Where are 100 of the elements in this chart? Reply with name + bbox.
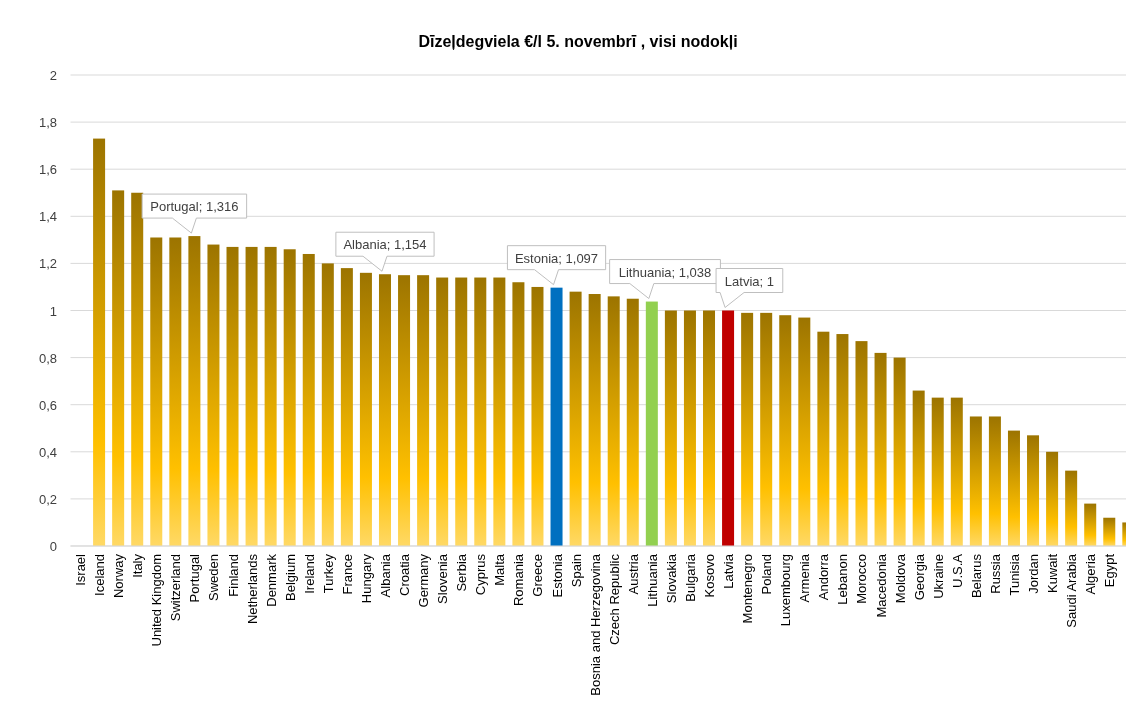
x-tick-label: Algeria <box>1083 553 1099 595</box>
bar <box>760 312 773 546</box>
bar <box>1065 470 1078 546</box>
bar <box>226 246 239 546</box>
annotation: Latvia; 1 <box>724 273 774 289</box>
y-tick-label: 2 <box>49 68 57 83</box>
x-tick-label: Kosovo <box>702 554 718 598</box>
x-tick-label: Austria <box>625 553 641 595</box>
x-tick-label: Cyprus <box>473 553 489 596</box>
bar <box>703 310 716 546</box>
x-tick-label: Tunisia <box>1006 553 1022 596</box>
bar <box>131 192 144 546</box>
x-tick-label: Moldova <box>892 553 908 604</box>
annotation: Estonia; 1,097 <box>514 250 599 266</box>
bar <box>1027 435 1040 546</box>
bar <box>359 272 372 546</box>
x-tick-label: France <box>339 554 355 595</box>
x-tick-label: Poland <box>759 554 775 595</box>
x-tick-label: Turkey <box>320 553 336 594</box>
bar <box>836 334 849 546</box>
bar <box>245 246 258 546</box>
bar <box>512 282 525 546</box>
bar <box>302 253 315 546</box>
x-tick-label: Slovakia <box>663 553 679 604</box>
x-tick-label: Romania <box>511 553 527 607</box>
bar <box>664 310 677 546</box>
bar <box>645 301 658 546</box>
x-tick-label: Sweden <box>206 554 222 601</box>
x-tick-label: Kuwait <box>1045 553 1061 594</box>
x-tick-label: Croatia <box>397 553 413 596</box>
x-tick-label: Spain <box>568 554 584 588</box>
x-tick-label: Macedonia <box>873 553 889 618</box>
x-tick-label: Belarus <box>968 553 984 599</box>
x-tick-label: Italy <box>130 553 146 578</box>
x-tick-label: Egypt <box>1102 553 1118 588</box>
bar <box>607 296 620 546</box>
bar <box>741 312 754 546</box>
bar <box>893 357 906 546</box>
bar <box>874 352 887 546</box>
x-tick-label: Montenegro <box>740 554 756 624</box>
bar <box>436 277 449 546</box>
y-tick-label: 0,2 <box>38 491 57 507</box>
y-tick-label: 0,4 <box>38 444 57 460</box>
bar <box>988 416 1001 546</box>
x-tick-label: Ukraine <box>930 554 946 599</box>
x-tick-label: Lebanon <box>835 554 851 605</box>
bar <box>1007 430 1020 546</box>
y-tick-label: 1 <box>49 303 57 319</box>
bar <box>683 310 696 546</box>
y-tick-label: 0,6 <box>38 397 57 413</box>
bar <box>912 390 925 546</box>
bar <box>722 310 735 546</box>
x-tick-label: Slovenia <box>435 553 451 604</box>
bar <box>626 298 639 546</box>
y-tick-label: 0 <box>49 539 57 554</box>
bar <box>1084 503 1097 546</box>
bar <box>550 287 563 546</box>
bar <box>378 274 391 546</box>
x-tick-label: Bulgaria <box>682 553 698 602</box>
x-tick-label: United Kingdom <box>149 554 165 647</box>
x-tick-label: Iceland <box>92 554 108 596</box>
bar <box>150 237 163 546</box>
bar <box>474 277 487 546</box>
bar <box>531 286 544 546</box>
bar <box>455 277 468 546</box>
x-tick-label: Estonia <box>549 553 565 598</box>
bar <box>321 263 334 546</box>
x-tick-label: Greece <box>530 554 546 597</box>
bar <box>950 397 963 546</box>
bar <box>112 190 125 546</box>
x-tick-label: Czech Republic <box>606 553 622 646</box>
bar <box>169 237 182 546</box>
x-tick-label: Armenia <box>797 553 813 603</box>
x-tick-label: Norway <box>111 553 127 599</box>
bar <box>398 275 411 546</box>
bar <box>1046 451 1059 546</box>
bar <box>207 244 220 546</box>
x-tick-label: Saudi Arabia <box>1064 553 1080 628</box>
x-tick-label: Ireland <box>301 554 317 594</box>
bar <box>340 268 353 546</box>
bar <box>779 315 792 546</box>
x-tick-label: Portugal <box>187 553 203 603</box>
bar <box>798 317 811 546</box>
x-tick-label: Finland <box>225 554 241 597</box>
x-tick-label: Malta <box>492 553 508 586</box>
y-tick-label: 1,4 <box>38 209 57 225</box>
x-tick-label: Hungary <box>358 553 374 604</box>
annotation: Portugal; 1,316 <box>150 199 239 215</box>
bar <box>1103 517 1116 546</box>
annotation: Lithuania; 1,038 <box>618 264 712 280</box>
annotation: Albania; 1,154 <box>343 237 427 253</box>
bar <box>188 236 201 546</box>
x-tick-label: Germany <box>416 553 432 608</box>
bar <box>93 138 106 546</box>
x-tick-label: Israel <box>73 553 89 586</box>
bar <box>264 246 277 546</box>
bar <box>569 291 582 546</box>
x-tick-label: Latvia <box>721 553 737 589</box>
y-tick-label: 1,2 <box>38 256 57 272</box>
x-tick-label: Luxembourg <box>778 554 794 627</box>
